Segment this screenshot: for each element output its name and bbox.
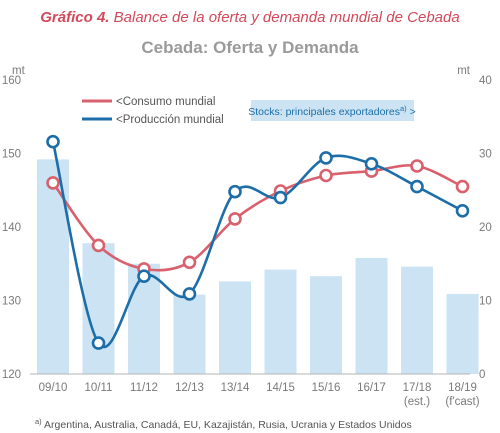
x-tick-line: 15/16 (312, 382, 341, 394)
produccion-marker (182, 287, 197, 301)
x-tick-label: 15/16 (312, 382, 341, 394)
consumo-line (51, 164, 464, 272)
produccion-marker (410, 179, 424, 194)
footnote: a) Argentina, Australia, Canadá, EU, Kaz… (35, 417, 412, 431)
consumo-marker (410, 159, 424, 173)
chart-title-text: Balance de la oferta y demanda mundial d… (109, 9, 459, 26)
consumo-marker (182, 255, 197, 270)
right-tick-label: 10 (479, 296, 492, 308)
legend-produccion-label: <Producción mundial (116, 114, 224, 126)
left-tick-label: 160 (2, 75, 21, 87)
x-tick-line: 09/10 (39, 382, 68, 394)
right-tick-label: 30 (479, 149, 492, 161)
right-tick-label: 20 (479, 222, 492, 234)
produccion-marker (46, 134, 60, 149)
left-axis-unit: mt (12, 65, 26, 77)
x-tick-line: (est.) (404, 396, 430, 408)
right-tick-label: 40 (479, 75, 492, 87)
consumo-marker (319, 168, 333, 183)
produccion-marker (455, 204, 470, 218)
consumo-marker (455, 179, 470, 194)
stocks-legend-text: Stocks: principales exportadores (248, 106, 400, 118)
x-tick-label: 11/12 (130, 382, 158, 394)
x-tick-label: 16/17 (357, 382, 386, 394)
x-tick-label: 13/14 (221, 382, 250, 394)
x-tick-label: 14/15 (266, 382, 295, 394)
right-axis-ticks: 0 10 20 30 40 (479, 75, 492, 381)
x-tick-line: 13/14 (221, 382, 250, 394)
x-tick-line: 12/13 (175, 382, 204, 394)
stocks-legend-arrow: > (407, 106, 416, 118)
stocks-bar (401, 266, 433, 374)
produccion-marker (319, 151, 333, 165)
x-tick-label: 09/10 (39, 382, 68, 394)
chart-subtitle: Cebada: Oferta y Demanda (141, 38, 359, 57)
x-tick-label: 18/19 (f'cast) (445, 382, 479, 408)
legend-consumo-label: <Consumo mundial (116, 96, 215, 108)
consumo-marker (228, 212, 242, 226)
produccion-marker (273, 190, 288, 205)
stocks-bars (37, 159, 479, 375)
left-tick-label: 150 (2, 149, 21, 161)
stocks-legend-box (251, 100, 414, 121)
x-tick-label: 10/11 (85, 382, 113, 394)
stocks-legend-sup: a) (400, 104, 407, 113)
produccion-marker (91, 336, 106, 350)
chart-title: Gráfico 4. Balance de la oferta y demand… (40, 9, 459, 26)
x-tick-line: 16/17 (357, 382, 386, 394)
stocks-bar (37, 159, 69, 374)
produccion-marker (228, 184, 242, 199)
left-tick-label: 140 (2, 222, 21, 234)
x-tick-line: 18/19 (448, 382, 477, 394)
series-markers (46, 134, 470, 350)
right-axis-unit: mt (457, 65, 471, 77)
stocks-bar (310, 276, 342, 374)
x-tick-line: 11/12 (130, 382, 158, 394)
x-tick-line: 10/11 (85, 382, 113, 394)
consumo-marker (91, 238, 106, 253)
x-tick-line: 17/18 (403, 382, 432, 394)
footnote-text: Argentina, Australia, Canadá, EU, Kazaji… (42, 419, 412, 431)
x-tick-label: 12/13 (175, 382, 204, 394)
right-tick-label: 0 (479, 369, 485, 381)
stocks-bar (219, 281, 251, 374)
x-axis-ticks: 09/10 10/11 11/12 12/13 13/14 14/15 15/16 16/17… (39, 382, 480, 408)
stocks-legend: Stocks: principales exportadoresa) > (248, 100, 416, 121)
produccion-marker (364, 157, 379, 171)
stocks-bar (446, 293, 479, 374)
x-tick-line: 14/15 (266, 382, 295, 394)
stocks-bar (355, 257, 388, 374)
left-tick-label: 120 (2, 369, 21, 381)
stocks-bar (82, 243, 115, 374)
x-tick-line: (f'cast) (445, 396, 479, 408)
legend: <Consumo mundial <Producción mundial (82, 96, 224, 126)
produccion-marker (137, 269, 151, 284)
left-axis-ticks: 120 130 140 150 160 (2, 75, 21, 381)
stocks-bar (264, 269, 297, 374)
x-tick-label: 17/18 (est.) (403, 382, 432, 408)
consumo-marker (46, 176, 60, 190)
chart-title-prefix: Gráfico 4. (40, 9, 109, 26)
left-tick-label: 130 (2, 296, 21, 308)
stocks-bar (173, 294, 206, 374)
stocks-legend-label: Stocks: principales exportadoresa) > (248, 104, 415, 118)
footnote-sup: a) (35, 417, 42, 426)
